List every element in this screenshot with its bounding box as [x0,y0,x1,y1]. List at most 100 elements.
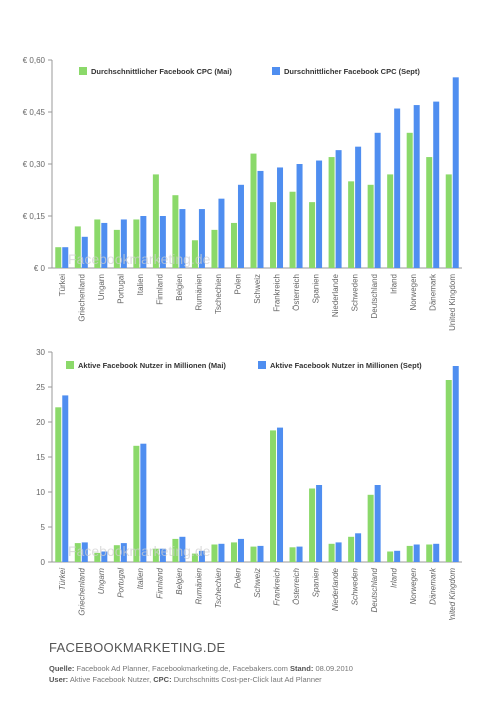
chart-1-bar-sept [452,77,459,268]
chart-2-bar-mai [445,380,452,562]
users-chart: 0 5 10 15 20 25 30 Türkei Griechenland Ungarn Port… [0,338,500,620]
chart-1-y-tick-label: € 0,45 [23,108,46,117]
chart-2-x-tick-label: Belgien [175,567,184,594]
footer-source-line: Quelle: Facebook Ad Planner, Facebookmar… [49,663,489,674]
chart-1-bar-mai [191,240,198,268]
chart-2-bar-mai [55,407,62,562]
chart-2-x-tick-label: Finnland [155,567,164,598]
chart-2-bar-mai [328,543,335,562]
chart-2-x-tick-label: Griechenland [77,567,86,615]
chart-1-bar-mai [426,157,433,268]
chart-1-bar-mai [55,247,62,268]
chart-1-bar-sept [81,236,88,268]
chart-1-bar-sept [237,184,244,268]
chart-2-x-tick-label: Dänemark [429,567,438,605]
chart-1-bar-mai [230,222,237,268]
chart-2-bar-sept [179,536,186,562]
chart-1-bar-mai [445,174,452,268]
chart-1-y-tick-label: € 0 [34,264,46,273]
chart-1-bar-mai [328,157,335,268]
cpc-label: CPC: [153,675,172,684]
chart-2-y-tick-label: 25 [36,383,45,392]
chart-2-bar-mai [152,548,159,562]
chart-1-x-tick-label: Türkei [58,274,67,296]
chart-2-x-tick-label: Polen [233,567,242,588]
chart-1-legend-label: Durchschnittlicher Facebook CPC (Mai) [91,67,232,76]
chart-2-bar-mai [191,553,198,562]
chart-2-x-tick-label: Italien [136,567,145,589]
chart-1-x-tick-label: Spanien [312,274,321,303]
chart-1-bar-mai [289,191,296,268]
footer-brand: FACEBOOKMARKETING.DE [49,640,226,655]
chart-1-x-tick-label: Irland [390,274,399,294]
chart-2-bar-mai [211,544,218,562]
chart-1-x-tick-label: Österreich [292,274,301,311]
chart-2-bar-sept [62,395,69,562]
chart-1-bar-mai [387,174,394,268]
chart-1-bar-sept [413,105,420,268]
user-label: User: [49,675,69,684]
chart-2-bar-sept [218,543,225,562]
source-label: Quelle: [49,664,75,673]
chart-2-x-tick-label: Norwegen [409,567,418,604]
chart-2-bar-sept [452,366,459,562]
chart-2-y-tick-label: 0 [41,558,46,567]
chart-1-x-tick-label: Frankreich [273,274,282,312]
chart-1-bar-sept [394,108,401,269]
chart-1-bar-sept [355,146,362,268]
chart-1-x-tick-label: Italien [136,274,145,295]
chart-2-bar-mai [113,545,120,562]
chart-1-bar-sept [159,216,166,268]
chart-2-bar-mai [387,551,394,562]
chart-1-bar-mai [74,226,81,268]
chart-1-x-tick-label: Norwegen [409,274,418,310]
chart-1-x-tick-label: Polen [233,274,242,294]
chart-2-bar-mai [406,545,413,562]
chart-2-bar-sept [257,545,264,562]
chart-2-bar-sept [433,543,440,562]
stand-text: 08.09.2010 [315,664,353,673]
chart-2-bar-mai [230,542,237,562]
user-text: Aktive Facebook Nutzer, [69,675,152,684]
chart-1-x-tick-label: Griechenland [77,274,86,322]
chart-1-bar-mai [172,195,179,268]
chart-1-x-tick-label: Rumänien [194,274,203,310]
chart-2-bar-sept [81,542,88,562]
chart-2-bar-mai [270,430,277,562]
chart-2-bar-sept [394,550,401,562]
chart-1-bar-sept [120,219,127,268]
chart-2-bar-sept [140,443,147,562]
chart-1-bar-sept [335,150,342,268]
chart-1-bar-sept [316,160,323,268]
footer: FACEBOOKMARKETING.DE Quelle: Facebook Ad… [49,640,489,685]
chart-1-bar-mai [94,219,101,268]
chart-2-bar-mai [94,552,101,562]
cpc-chart-svg: € 0 € 0,15 € 0,30 € 0,45 € 0,60 Türkei Grieche… [23,56,462,331]
chart-1-x-tick-label: Belgien [175,274,184,301]
chart-2-x-tick-label: United Kingdom [448,568,457,620]
chart-1-bar-sept [433,101,440,268]
chart-1-bar-sept [101,222,108,268]
chart-2-bar-mai [74,543,81,562]
chart-1-bar-sept [179,209,186,268]
chart-2-x-tick-label: Ungarn [97,567,106,594]
cpc-text: Durchschnitts Cost-per-Click laut Ad Pla… [173,675,322,684]
chart-2-bar-sept [413,544,420,562]
chart-1-bar-mai [133,219,140,268]
source-text: Facebook Ad Planner, Facebookmarketing.d… [76,664,288,673]
chart-2-bar-sept [355,533,362,562]
chart-1-bar-sept [257,170,264,268]
chart-1-bar-sept [198,209,205,268]
chart-2-bar-sept [101,551,108,562]
chart-1-x-tick-label: Tschechien [214,274,223,314]
chart-1-bar-mai [152,174,159,268]
chart-2-bar-sept [374,485,381,562]
chart-1-x-tick-label: United Kingdom [448,274,457,331]
chart-2-bar-sept [296,546,303,562]
chart-1-bar-sept [277,167,284,268]
chart-1-y-tick-label: € 0,15 [23,212,46,221]
chart-1-x-tick-label: Finnland [155,274,164,305]
footer-definition-line: User: Aktive Facebook Nutzer, CPC: Durch… [49,674,489,685]
chart-2-bar-sept [237,538,244,562]
chart-1-bar-sept [140,216,147,268]
